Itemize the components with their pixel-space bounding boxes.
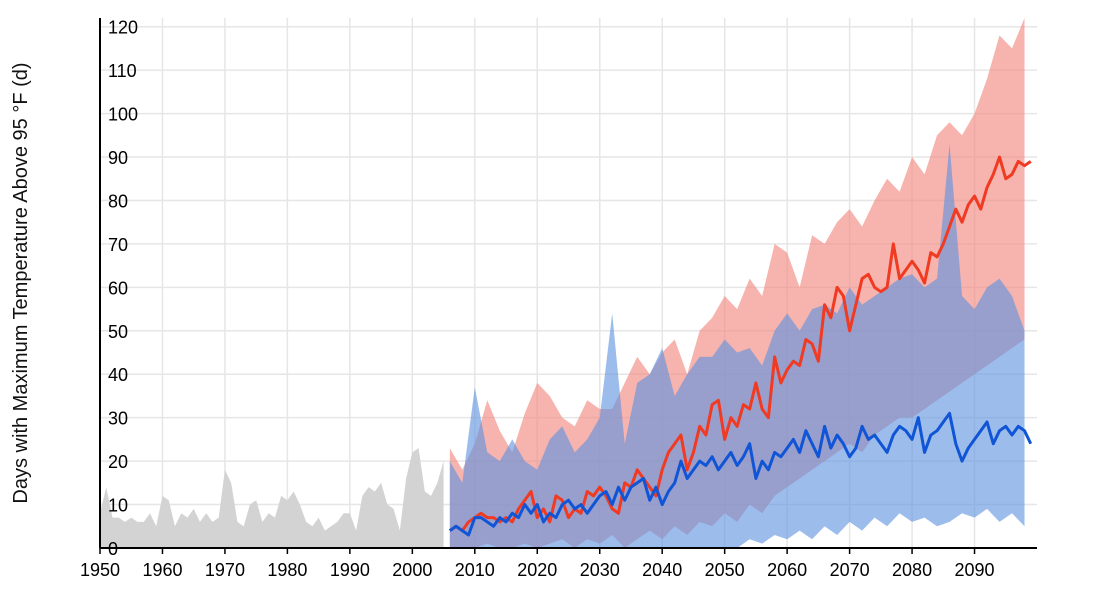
y-tick-label: 20 xyxy=(108,452,128,472)
x-tick-label: 1980 xyxy=(267,560,307,580)
y-tick-label: 70 xyxy=(108,235,128,255)
y-tick-label: 100 xyxy=(108,105,138,125)
x-tick-label: 2090 xyxy=(955,560,995,580)
x-tick-label: 2020 xyxy=(517,560,557,580)
y-tick-label: 60 xyxy=(108,278,128,298)
x-tick-label: 2050 xyxy=(705,560,745,580)
series-layer xyxy=(100,18,1033,548)
x-tick-label: 2010 xyxy=(455,560,495,580)
x-tick-label: 1950 xyxy=(80,560,120,580)
low-emissions-range-band xyxy=(449,143,1025,548)
x-tick-label: 2080 xyxy=(892,560,932,580)
historical-area xyxy=(100,448,444,548)
x-tick-label: 2040 xyxy=(642,560,682,580)
y-tick-label: 40 xyxy=(108,365,128,385)
x-tick-label: 2000 xyxy=(392,560,432,580)
low-emissions-median-line xyxy=(448,411,1033,537)
x-tick-label: 1990 xyxy=(330,560,370,580)
y-axis-title: Days with Maximum Temperature Above 95 °… xyxy=(10,62,32,503)
x-tick-label: 1960 xyxy=(142,560,182,580)
x-tick-label: 1970 xyxy=(205,560,245,580)
x-tick-label: 2070 xyxy=(830,560,870,580)
y-tick-label: 10 xyxy=(108,496,128,516)
x-tick-label: 2060 xyxy=(767,560,807,580)
y-tick-label: 30 xyxy=(108,409,128,429)
y-tick-label: 50 xyxy=(108,322,128,342)
y-tick-label: 110 xyxy=(108,61,137,81)
y-tick-label: 0 xyxy=(108,539,118,559)
y-tick-label: 80 xyxy=(108,191,128,211)
y-tick-label: 90 xyxy=(108,148,128,168)
y-tick-label: 120 xyxy=(108,18,138,38)
x-tick-label: 2030 xyxy=(580,560,620,580)
